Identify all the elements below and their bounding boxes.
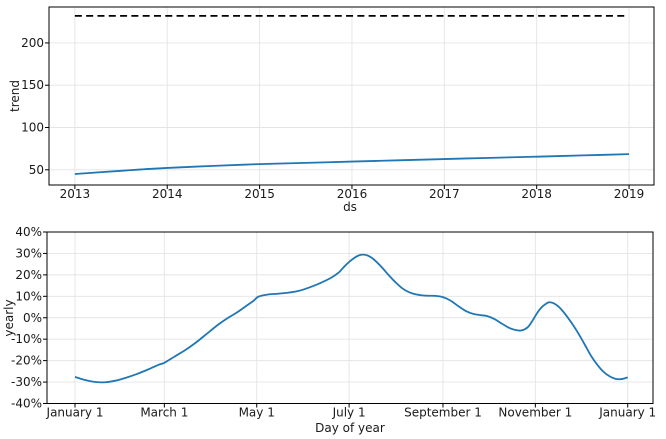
x-tick-label: January 1 [598, 405, 656, 419]
y-tick-label: 20% [15, 268, 42, 282]
y-tick-label: 10% [15, 289, 42, 303]
y-tick-label: -30% [11, 375, 42, 389]
y-tick-label: -20% [11, 354, 42, 368]
x-tick-label: September 1 [404, 405, 482, 419]
y-tick-label: 100 [21, 120, 44, 134]
x-tick-label: 2019 [614, 187, 645, 201]
x-tick-label: July 1 [332, 405, 366, 419]
yearly-line [74, 253, 628, 384]
trend-y-axis-label: trend [8, 80, 22, 112]
x-tick-label: 2016 [337, 187, 368, 201]
y-tick-label: 150 [21, 78, 44, 92]
x-tick-label: 2014 [152, 187, 183, 201]
y-tick-label: 50 [29, 163, 44, 177]
x-tick-label: 2015 [244, 187, 275, 201]
y-tick-label: -10% [11, 332, 42, 346]
plot-border [48, 6, 655, 186]
x-tick-label: May 1 [239, 405, 275, 419]
trend-x-axis-label: ds [343, 200, 357, 214]
y-tick-label: -40% [11, 397, 42, 411]
x-tick-label: November 1 [498, 405, 572, 419]
trend-line [74, 153, 630, 175]
y-tick-label: 40% [15, 225, 42, 239]
x-tick-label: 2013 [60, 187, 91, 201]
yearly-x-axis-label: Day of year [315, 421, 385, 435]
y-tick-label: 200 [21, 36, 44, 50]
x-tick-label: 2018 [521, 187, 552, 201]
x-tick-label: January 1 [46, 405, 104, 419]
yearly-y-axis-label: yearly [2, 299, 16, 337]
y-tick-label: 30% [15, 246, 42, 260]
x-tick-label: 2017 [429, 187, 460, 201]
y-tick-label: 0% [23, 311, 42, 325]
x-tick-label: March 1 [140, 405, 188, 419]
